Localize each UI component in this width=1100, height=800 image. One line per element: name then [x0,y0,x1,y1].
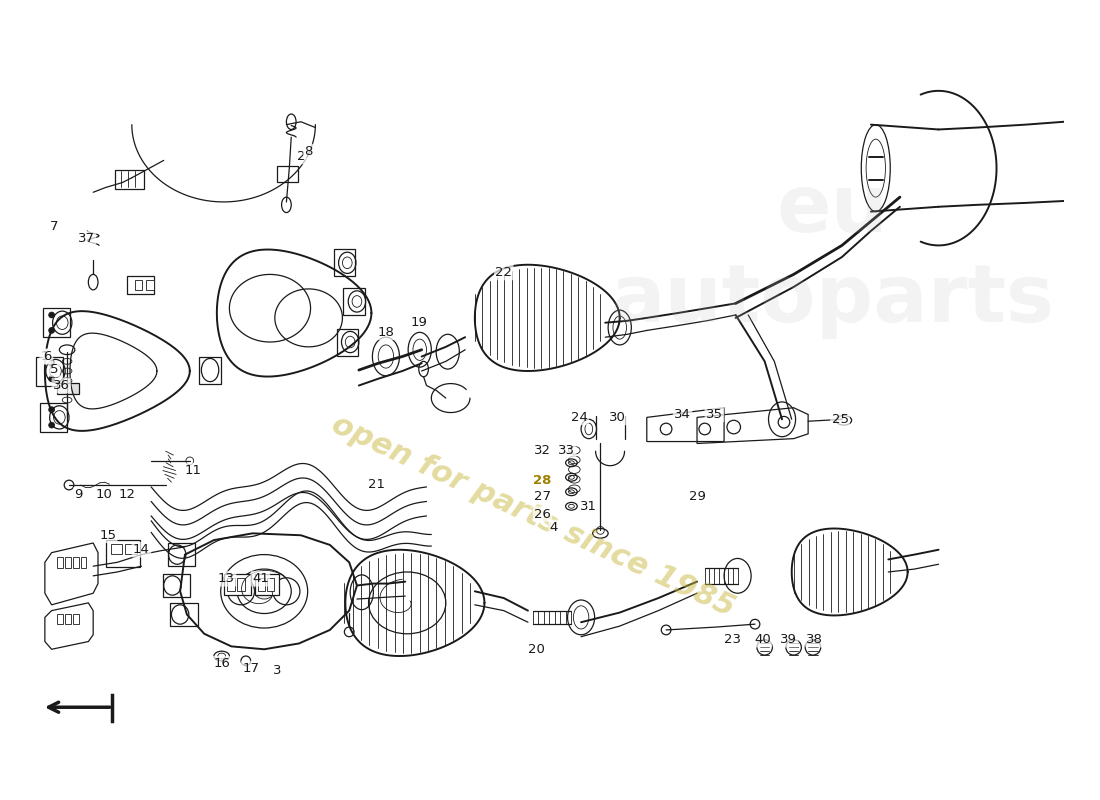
Circle shape [48,376,55,382]
Bar [80,557,87,568]
Bar [223,574,251,595]
Text: 28: 28 [534,474,551,486]
Bar [199,357,221,383]
Bar [57,382,79,394]
Text: 32: 32 [534,444,551,457]
Text: 29: 29 [689,490,705,503]
Text: 16: 16 [213,658,230,670]
Text: 4: 4 [550,521,558,534]
Bar [228,578,235,591]
Text: 27: 27 [534,490,551,503]
Bar [134,280,142,290]
Text: 41: 41 [252,572,268,586]
Bar [126,276,154,294]
Text: 35: 35 [706,408,723,421]
Text: 40: 40 [755,633,771,646]
Text: 18: 18 [377,326,395,339]
Text: 15: 15 [99,529,117,542]
Text: 30: 30 [609,411,626,424]
Text: 8: 8 [305,145,312,158]
Bar [116,170,144,190]
Text: 23: 23 [724,633,741,646]
Circle shape [48,360,55,366]
Text: 25: 25 [832,413,848,426]
Bar [163,574,190,597]
Text: 39: 39 [780,633,798,646]
Bar [170,603,198,626]
Bar [65,614,72,624]
Bar [57,557,63,568]
Text: 37: 37 [78,232,95,245]
Bar [125,544,136,554]
Ellipse shape [254,583,274,599]
Bar [333,250,355,276]
Bar [277,166,298,182]
Bar [73,614,79,624]
Text: 34: 34 [674,408,691,421]
Text: 1: 1 [41,350,50,363]
Bar [343,288,365,315]
Polygon shape [45,603,94,650]
Bar [106,540,140,567]
Text: 14: 14 [133,543,150,556]
Bar [167,543,195,566]
Text: 31: 31 [581,500,597,513]
Text: 38: 38 [806,633,823,646]
Bar [267,578,274,591]
Text: 24: 24 [571,411,587,424]
Text: 2: 2 [297,150,305,163]
Bar [43,308,70,337]
Text: 21: 21 [367,478,385,490]
Bar [65,557,72,568]
Text: 33: 33 [558,444,575,457]
Bar [36,357,63,386]
Text: 17: 17 [242,662,260,675]
Text: 26: 26 [534,507,551,521]
Polygon shape [45,543,98,605]
Bar [254,574,278,595]
Bar [238,578,245,591]
Text: 22: 22 [495,266,513,279]
Text: 13: 13 [218,572,235,586]
Bar [111,544,122,554]
Text: 10: 10 [96,488,112,501]
Circle shape [48,422,55,428]
Text: 36: 36 [53,379,69,392]
Text: 12: 12 [119,488,135,501]
Bar [258,578,265,591]
Text: 5: 5 [51,362,58,375]
Text: 19: 19 [410,316,427,330]
Bar [40,403,67,432]
Text: eu
autoparts: eu autoparts [610,171,1054,339]
Circle shape [48,406,55,413]
Text: 9: 9 [75,488,82,501]
Text: 11: 11 [184,464,201,477]
Text: 7: 7 [51,219,58,233]
Bar [146,280,154,290]
Text: 20: 20 [528,642,546,656]
Bar [337,329,358,355]
Circle shape [48,312,55,318]
Bar [73,557,79,568]
Circle shape [48,327,55,334]
Bar [57,614,63,624]
Text: 3: 3 [273,664,280,677]
Text: 6: 6 [44,350,52,363]
Text: open for parts since 1985: open for parts since 1985 [327,410,739,622]
